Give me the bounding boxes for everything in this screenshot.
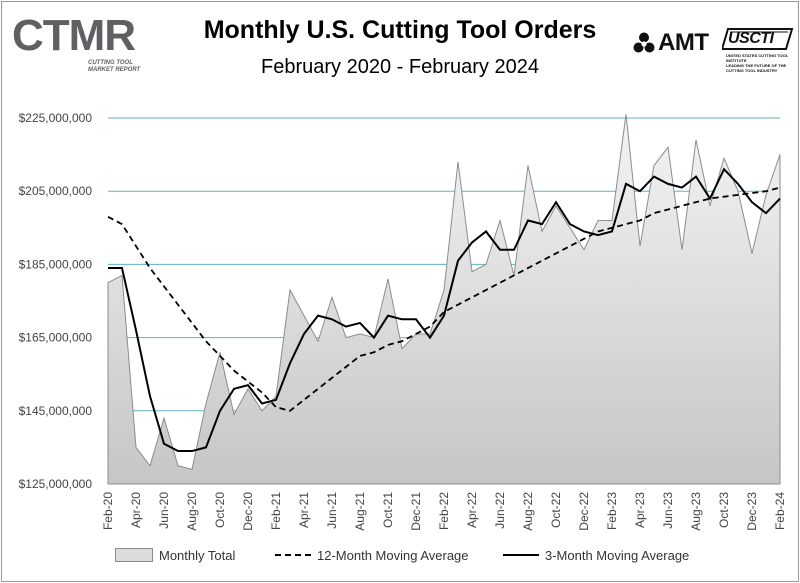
monthly-total-area bbox=[107, 114, 781, 485]
x-tick-label: Apr-23 bbox=[633, 492, 647, 528]
x-tick-label: Dec-21 bbox=[409, 492, 423, 531]
usc-sub-line1: United States Cutting Tool Institute bbox=[726, 53, 789, 63]
x-tick-label: Oct-20 bbox=[213, 492, 227, 528]
amt-logo-text: AMT bbox=[658, 29, 709, 56]
x-tick-label: Feb-21 bbox=[269, 492, 283, 530]
x-tick-label: Feb-24 bbox=[773, 492, 787, 530]
x-tick-label: Apr-21 bbox=[297, 492, 311, 528]
x-tick-label: Aug-21 bbox=[353, 492, 367, 531]
x-tick-label: Aug-20 bbox=[185, 492, 199, 531]
x-tick-label: Oct-22 bbox=[549, 492, 563, 528]
x-tick-label: Dec-23 bbox=[745, 492, 759, 531]
ctmr-logo: CTMR Cutting Tool Market Report bbox=[12, 14, 152, 76]
x-tick-label: Jun-21 bbox=[325, 492, 339, 529]
x-tick-label: Oct-21 bbox=[381, 492, 395, 528]
legend-swatch-area bbox=[115, 548, 153, 562]
legend-item-ma12: 12-Month Moving Average bbox=[275, 545, 469, 565]
x-tick-label: Apr-22 bbox=[465, 492, 479, 528]
x-tick-label: Dec-20 bbox=[241, 492, 255, 531]
chart-legend: Monthly Total 12-Month Moving Average 3-… bbox=[115, 545, 735, 565]
usc-sub-line2: Leading the Future of the Cutting Tool I… bbox=[726, 63, 787, 73]
legend-item-monthly-total: Monthly Total bbox=[115, 545, 235, 565]
legend-label-ma3: 3-Month Moving Average bbox=[545, 547, 690, 563]
legend-item-ma3: 3-Month Moving Average bbox=[503, 545, 689, 565]
x-tick-label: Feb-22 bbox=[437, 492, 451, 530]
y-tick-label: $145,000,000 bbox=[19, 404, 93, 418]
y-tick-label: $125,000,000 bbox=[19, 477, 93, 491]
ctmr-sub-line2: Market Report bbox=[88, 67, 141, 73]
amt-triad-icon bbox=[633, 32, 655, 53]
y-tick-label: $185,000,000 bbox=[19, 257, 93, 271]
ctmr-logo-subtitle: Cutting Tool Market Report bbox=[88, 60, 140, 74]
x-tick-label: Aug-22 bbox=[521, 492, 535, 531]
y-tick-label: $165,000,000 bbox=[19, 331, 93, 345]
x-tick-label: Jun-20 bbox=[157, 492, 171, 529]
ma3-line bbox=[108, 167, 781, 453]
ma12-line bbox=[107, 186, 781, 412]
usc-logo: USCTI United States Cutting Tool Institu… bbox=[722, 26, 794, 73]
amt-logo: AMT bbox=[633, 28, 709, 58]
legend-swatch-solid bbox=[503, 554, 539, 556]
x-tick-label: Aug-23 bbox=[689, 492, 703, 531]
x-tick-label: Jun-22 bbox=[493, 492, 507, 529]
legend-label-monthly-total: Monthly Total bbox=[159, 547, 236, 563]
legend-label-ma12: 12-Month Moving Average bbox=[317, 547, 469, 563]
usc-logo-text: USCTI bbox=[728, 30, 774, 47]
ctmr-logo-text: CTMR bbox=[12, 11, 136, 60]
x-tick-label: Apr-20 bbox=[129, 492, 143, 528]
y-tick-label: $205,000,000 bbox=[19, 184, 93, 198]
x-tick-label: Jun-23 bbox=[661, 492, 675, 529]
ctmr-sub-line1: Cutting Tool bbox=[88, 60, 133, 66]
usc-logo-subtitle: United States Cutting Tool Institute Lea… bbox=[726, 53, 794, 73]
chart-subtitle: February 2020 - February 2024 bbox=[261, 56, 539, 78]
y-tick-label: $225,000,000 bbox=[19, 111, 93, 125]
usc-logo-badge bbox=[722, 28, 794, 50]
x-tick-label: Oct-23 bbox=[717, 492, 731, 528]
legend-swatch-dashed bbox=[275, 554, 311, 556]
x-tick-label: Dec-22 bbox=[577, 492, 591, 531]
chart-title: Monthly U.S. Cutting Tool Orders bbox=[203, 16, 597, 44]
x-tick-label: Feb-23 bbox=[605, 492, 619, 530]
x-tick-label: Feb-20 bbox=[101, 492, 115, 530]
